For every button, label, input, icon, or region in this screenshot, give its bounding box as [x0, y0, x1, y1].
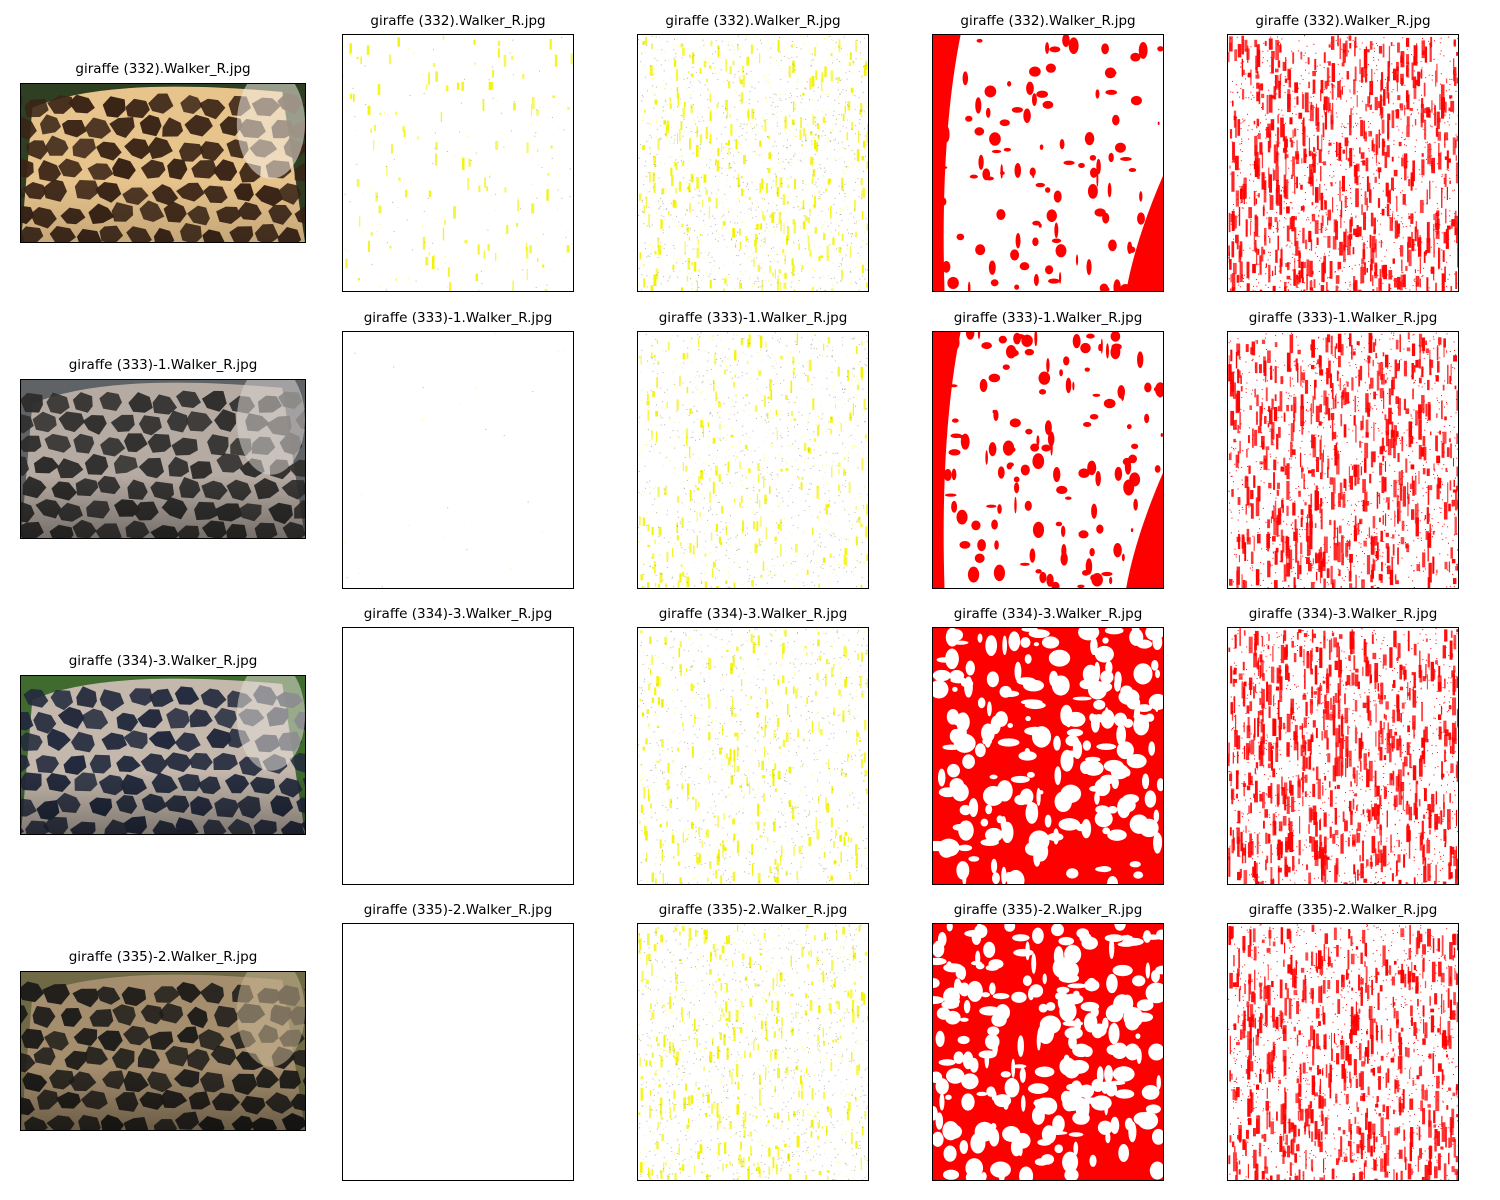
panel-title: giraffe (332).Walker_R.jpg	[960, 13, 1136, 29]
empty-mask-icon	[342, 923, 574, 1181]
panel-title: giraffe (334)-3.Walker_R.jpg	[363, 606, 553, 622]
panel-title: giraffe (333)-1.Walker_R.jpg	[363, 310, 553, 326]
panel-title: giraffe (332).Walker_R.jpg	[1255, 13, 1431, 29]
panel-title: giraffe (333)-1.Walker_R.jpg	[68, 357, 258, 373]
panel-title: giraffe (334)-3.Walker_R.jpg	[1248, 606, 1438, 622]
yellow-speckle-mask-icon	[637, 34, 869, 292]
yellow-speckle-mask-icon	[637, 627, 869, 885]
red-blob-mask-icon	[932, 923, 1164, 1181]
red-blob-mask-icon	[932, 34, 1164, 292]
yellow-speckle-mask-icon	[637, 331, 869, 589]
panel-title: giraffe (334)-3.Walker_R.jpg	[68, 653, 258, 669]
giraffe-hide-photo-icon	[20, 83, 306, 243]
panel-title: giraffe (335)-2.Walker_R.jpg	[68, 949, 258, 965]
red-streak-mask-icon	[1227, 331, 1459, 589]
panel-title: giraffe (333)-1.Walker_R.jpg	[658, 310, 848, 326]
red-streak-mask-icon	[1227, 923, 1459, 1181]
panel-title: giraffe (332).Walker_R.jpg	[75, 61, 251, 77]
empty-mask-icon	[342, 627, 574, 885]
red-blob-mask-icon	[932, 627, 1164, 885]
panel-title: giraffe (333)-1.Walker_R.jpg	[953, 310, 1143, 326]
panel-title: giraffe (335)-2.Walker_R.jpg	[658, 902, 848, 918]
giraffe-hide-photo-icon	[20, 675, 306, 835]
red-blob-mask-icon	[932, 331, 1164, 589]
giraffe-hide-photo-icon	[20, 971, 306, 1131]
panel-title: giraffe (334)-3.Walker_R.jpg	[953, 606, 1143, 622]
yellow-speckle-mask-icon	[637, 923, 869, 1181]
panel-title: giraffe (332).Walker_R.jpg	[665, 13, 841, 29]
red-streak-mask-icon	[1227, 34, 1459, 292]
panel-title: giraffe (335)-2.Walker_R.jpg	[1248, 902, 1438, 918]
sparse-yellow-mask-icon	[342, 34, 574, 292]
panel-title: giraffe (335)-2.Walker_R.jpg	[363, 902, 553, 918]
empty-mask-icon	[342, 331, 574, 589]
giraffe-hide-photo-icon	[20, 379, 306, 539]
panel-title: giraffe (333)-1.Walker_R.jpg	[1248, 310, 1438, 326]
panel-title: giraffe (332).Walker_R.jpg	[370, 13, 546, 29]
panel-title: giraffe (335)-2.Walker_R.jpg	[953, 902, 1143, 918]
red-streak-mask-icon	[1227, 627, 1459, 885]
panel-title: giraffe (334)-3.Walker_R.jpg	[658, 606, 848, 622]
